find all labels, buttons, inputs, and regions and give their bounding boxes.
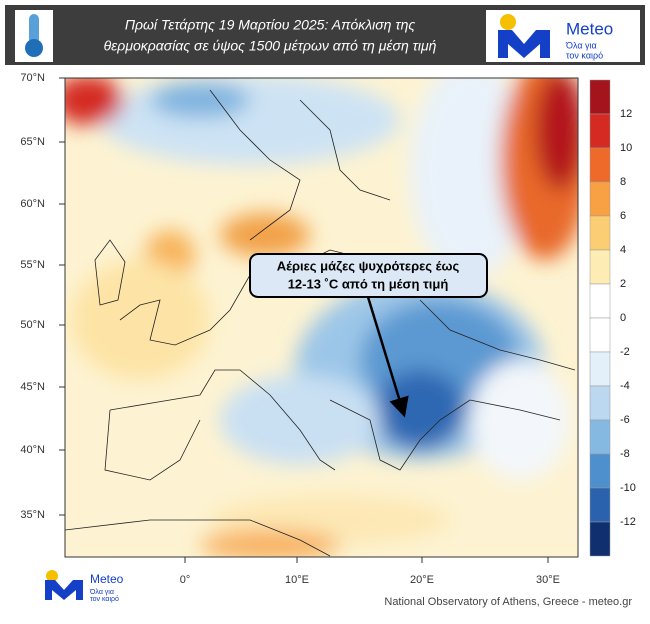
colorbar-label: -12 (620, 516, 636, 528)
map (65, 78, 578, 557)
callout-arrow (366, 296, 409, 418)
colorbar-segment (589, 249, 611, 285)
logo-name: Meteo (566, 19, 613, 38)
lat-label: 60°N (20, 198, 45, 210)
colorbar-label: -2 (620, 346, 630, 358)
colorbar-segment (589, 79, 611, 115)
colorbar-label: 12 (620, 108, 632, 120)
colorbar-segment (589, 487, 611, 523)
lon-label: 0° (180, 574, 191, 586)
callout-box (249, 253, 488, 298)
colorbar-segment (589, 385, 611, 421)
callout-text: 12-13 ˚C από τη μέση τιμή (288, 276, 449, 291)
credit: National Observatory of Athens, Greece -… (384, 596, 632, 608)
colorbar-label: -4 (620, 380, 630, 392)
colorbar-label: -6 (620, 414, 630, 426)
thermometer-icon (15, 10, 53, 62)
lon-label: 30°E (536, 574, 560, 586)
colorbar-label: 8 (620, 176, 626, 188)
coastlines (65, 89, 576, 557)
lon-label: 20°E (410, 574, 434, 586)
logo-tagline: τον καιρό (566, 50, 603, 60)
logo: Meteo Όλα για τον καιρό (486, 10, 640, 62)
colorbar-segment (589, 419, 611, 455)
colorbar-label: 10 (620, 142, 632, 154)
colorbar-label: 6 (620, 210, 626, 222)
lat-label: 35°N (20, 509, 45, 521)
colorbar-segment (589, 317, 611, 353)
callout-text: Αέριες μάζες ψυχρότερες έως (277, 258, 460, 273)
colorbar-segment (589, 521, 611, 557)
title-line: Πρωί Τετάρτης 19 Μαρτίου 2025: Απόκλιση … (125, 17, 416, 33)
logo-name: Meteo (90, 572, 124, 586)
lat-label: 50°N (20, 319, 45, 331)
colorbar-label: 2 (620, 278, 626, 290)
lat-label: 40°N (20, 444, 45, 456)
colorbar-label: -8 (620, 448, 630, 460)
logo-tagline: Όλα για (565, 40, 597, 50)
colorbar-segment (589, 147, 611, 183)
colorbar-segment (589, 113, 611, 149)
lat-label: 70°N (20, 72, 45, 84)
lon-label: 10°E (285, 574, 309, 586)
colorbar-label: 0 (620, 312, 626, 324)
colorbar-segment (589, 283, 611, 319)
lat-label: 65°N (20, 136, 45, 148)
lat-label: 45°N (20, 381, 45, 393)
logo-tagline: τον καιρό (90, 595, 119, 603)
colorbar-segment (589, 351, 611, 387)
colorbar-segment (589, 181, 611, 217)
bottom-logo: Meteo Όλα για τον καιρό (45, 570, 124, 603)
map-frame (64, 77, 579, 558)
colorbar-segment (589, 215, 611, 251)
lat-label: 55°N (20, 259, 45, 271)
logo-tagline: Όλα για (89, 589, 114, 596)
title-line: θερμοκρασίας σε ύψος 1500 μέτρων από τη … (104, 38, 437, 54)
colorbar-segment (589, 453, 611, 489)
colorbar-label: -10 (620, 482, 636, 494)
colorbar-label: 4 (620, 244, 626, 256)
